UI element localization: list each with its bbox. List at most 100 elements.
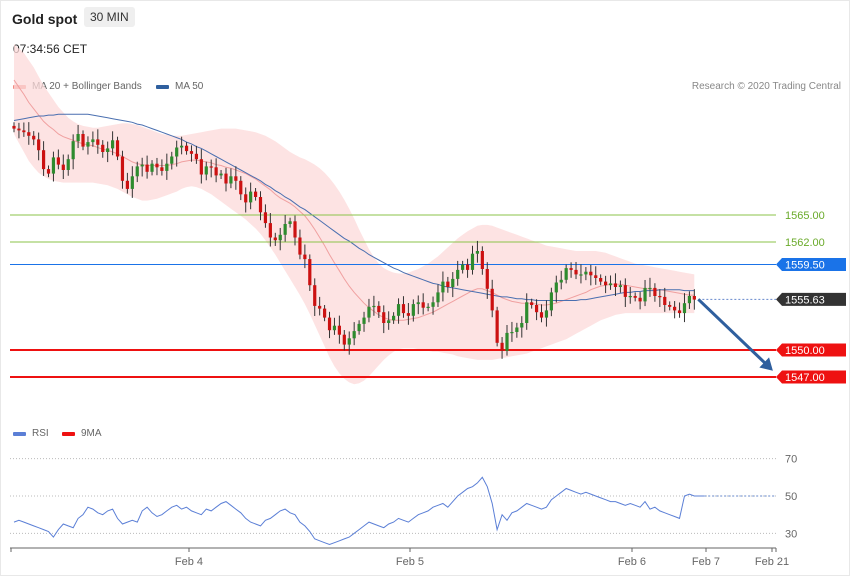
- candle-body: [687, 296, 692, 304]
- candle-body: [22, 130, 26, 133]
- candle-body: [377, 305, 381, 313]
- candle-body: [604, 281, 608, 286]
- candle-body: [638, 297, 642, 302]
- candle-body: [495, 310, 499, 343]
- candle-body: [372, 305, 376, 308]
- candle-body: [189, 151, 194, 154]
- candle-body: [258, 197, 263, 213]
- timeframe-badge[interactable]: 30 MIN: [84, 7, 135, 27]
- level-label-1550.00: 1550.00: [785, 345, 825, 357]
- rsi-tick-30: 30: [785, 528, 797, 540]
- candle-body: [342, 334, 346, 345]
- candle-body: [229, 176, 233, 184]
- candle-body: [61, 164, 65, 170]
- candle-body: [677, 310, 682, 314]
- candle-body: [505, 332, 509, 351]
- rsi-legend-label: RSI: [32, 428, 49, 439]
- candle-body: [392, 315, 396, 321]
- ma20-line: [13, 79, 695, 321]
- projection-arrow-head: [759, 357, 773, 371]
- legend-rsi: RSI: [13, 428, 49, 439]
- candle-body: [544, 310, 549, 318]
- candle-body: [510, 332, 514, 334]
- candle-body: [465, 264, 470, 270]
- candle-body: [485, 269, 489, 289]
- candle-body: [668, 305, 672, 307]
- candle-body: [564, 268, 568, 280]
- legend-ma50: MA 50: [156, 81, 203, 92]
- candle-body: [411, 304, 415, 316]
- candle-body: [106, 148, 110, 152]
- ma50-swatch: [156, 84, 169, 89]
- candle-body: [125, 180, 129, 189]
- candle-body: [278, 234, 282, 241]
- candle-body: [554, 282, 558, 293]
- candle-body: [130, 176, 134, 189]
- candle-body: [549, 292, 553, 311]
- candle-body: [500, 342, 504, 351]
- candle-body: [81, 134, 85, 147]
- candle-body: [318, 305, 322, 309]
- candle-body: [17, 128, 21, 131]
- candle-body: [569, 268, 573, 270]
- instrument-title: Gold spot: [12, 11, 78, 27]
- candle-body: [150, 163, 154, 172]
- candle-body: [41, 150, 46, 170]
- rsi-tick-50: 50: [785, 491, 797, 503]
- candle-body: [155, 163, 159, 168]
- candle-body: [584, 271, 588, 275]
- candle-body: [608, 283, 613, 286]
- candle-body: [204, 166, 208, 175]
- candle-body: [165, 163, 169, 171]
- candle-body: [288, 221, 292, 224]
- candle-body: [579, 274, 583, 276]
- candle-body: [27, 132, 31, 136]
- candle-body: [633, 296, 637, 298]
- candle-body: [46, 169, 51, 174]
- candle-body: [145, 164, 149, 172]
- candle-body: [525, 302, 529, 323]
- candle-body: [367, 306, 371, 318]
- candle-body: [96, 139, 100, 145]
- candle-body: [239, 180, 243, 195]
- candle-body: [421, 302, 425, 308]
- candle-body: [160, 167, 164, 171]
- x-label-Feb 5: Feb 5: [396, 556, 424, 568]
- candle-body: [209, 166, 213, 168]
- candle-body: [347, 338, 351, 345]
- candle-body: [589, 271, 593, 276]
- candle-body: [559, 279, 563, 283]
- candle-body: [180, 145, 184, 148]
- candle-body: [308, 259, 312, 286]
- candle-body: [613, 283, 618, 287]
- candle-body: [298, 237, 302, 255]
- x-label-Feb 6: Feb 6: [618, 556, 646, 568]
- candle-body: [224, 173, 228, 184]
- candle-body: [91, 139, 95, 143]
- candle-body: [337, 325, 341, 335]
- candle-body: [135, 166, 139, 177]
- candle-body: [475, 251, 480, 254]
- x-label-Feb 21: Feb 21: [755, 556, 789, 568]
- candle-body: [12, 125, 16, 129]
- candle-body: [534, 305, 539, 313]
- candle-body: [520, 323, 524, 328]
- candle-body: [214, 167, 218, 176]
- candle-body: [86, 142, 90, 147]
- candle-body: [574, 269, 578, 275]
- candle-body: [51, 157, 56, 174]
- x-label-Feb 4: Feb 4: [175, 556, 203, 568]
- rsi-tick-70: 70: [785, 454, 797, 466]
- candle-body: [539, 312, 544, 318]
- rsi-line: [13, 476, 705, 546]
- candle-body: [480, 251, 484, 269]
- candle-body: [406, 313, 410, 316]
- candle-body: [382, 312, 386, 323]
- candle-body: [253, 191, 258, 197]
- candle-body: [446, 281, 450, 287]
- candle-body: [515, 327, 519, 332]
- candle-body: [111, 140, 115, 149]
- candle-body: [490, 288, 494, 311]
- candle-body: [273, 237, 277, 241]
